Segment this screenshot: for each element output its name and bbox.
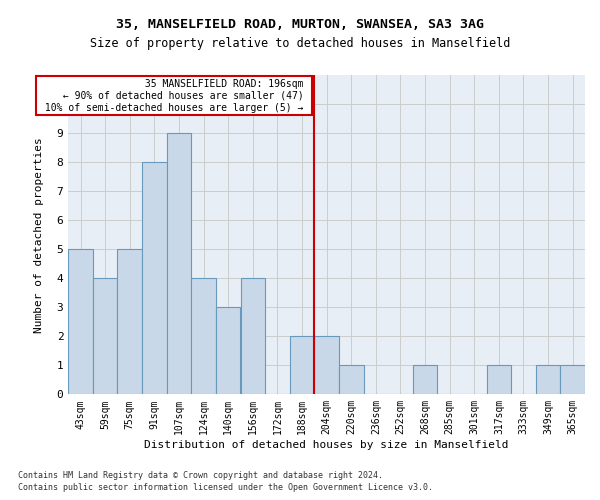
Bar bbox=[290, 336, 314, 394]
Bar bbox=[413, 366, 437, 394]
Bar bbox=[339, 366, 364, 394]
Bar bbox=[118, 249, 142, 394]
Bar bbox=[216, 307, 241, 394]
Bar bbox=[167, 133, 191, 394]
Bar bbox=[93, 278, 118, 394]
X-axis label: Distribution of detached houses by size in Manselfield: Distribution of detached houses by size … bbox=[145, 440, 509, 450]
Bar bbox=[142, 162, 167, 394]
Bar bbox=[314, 336, 339, 394]
Bar bbox=[191, 278, 216, 394]
Text: 35 MANSELFIELD ROAD: 196sqm 
 ← 90% of detached houses are smaller (47) 
 10% of: 35 MANSELFIELD ROAD: 196sqm ← 90% of det… bbox=[39, 80, 310, 112]
Bar bbox=[68, 249, 93, 394]
Text: Contains HM Land Registry data © Crown copyright and database right 2024.: Contains HM Land Registry data © Crown c… bbox=[18, 471, 383, 480]
Text: Size of property relative to detached houses in Manselfield: Size of property relative to detached ho… bbox=[90, 38, 510, 51]
Bar bbox=[487, 366, 511, 394]
Bar bbox=[241, 278, 265, 394]
Bar bbox=[536, 366, 560, 394]
Text: Contains public sector information licensed under the Open Government Licence v3: Contains public sector information licen… bbox=[18, 484, 433, 492]
Y-axis label: Number of detached properties: Number of detached properties bbox=[34, 137, 44, 332]
Text: 35, MANSELFIELD ROAD, MURTON, SWANSEA, SA3 3AG: 35, MANSELFIELD ROAD, MURTON, SWANSEA, S… bbox=[116, 18, 484, 30]
Bar bbox=[560, 366, 585, 394]
